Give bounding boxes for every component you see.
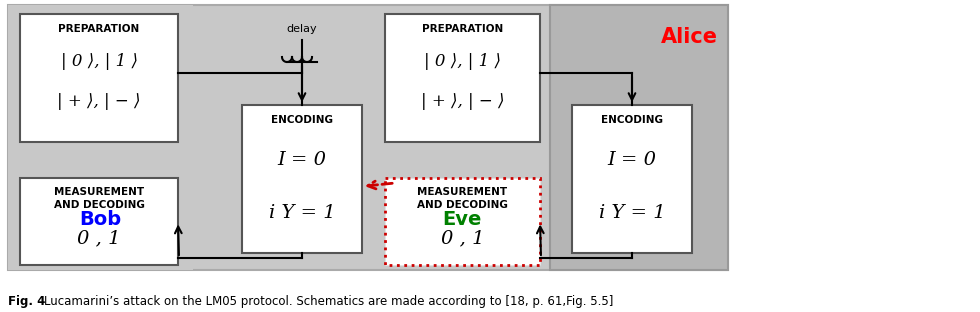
Bar	[385, 178, 540, 265]
Text: | 0 ⟩, | 1 ⟩: | 0 ⟩, | 1 ⟩	[61, 53, 137, 71]
Bar	[20, 178, 178, 265]
Bar	[8, 5, 193, 270]
Text: PREPARATION: PREPARATION	[59, 24, 139, 34]
Text: 0 , 1: 0 , 1	[441, 229, 484, 247]
Bar	[242, 105, 362, 253]
Text: AND DECODING: AND DECODING	[417, 200, 508, 210]
Text: ENCODING: ENCODING	[271, 115, 333, 125]
Text: Alice: Alice	[661, 27, 718, 47]
Bar	[8, 5, 728, 270]
Text: Lucamarini’s attack on the LM05 protocol. Schematics are made according to [18, : Lucamarini’s attack on the LM05 protocol…	[44, 295, 613, 308]
Text: | 0 ⟩, | 1 ⟩: | 0 ⟩, | 1 ⟩	[424, 53, 501, 71]
Text: | + ⟩, | − ⟩: | + ⟩, | − ⟩	[57, 94, 141, 110]
Text: 0 , 1: 0 , 1	[77, 229, 121, 247]
Text: Eve: Eve	[442, 210, 482, 229]
Text: I = 0: I = 0	[608, 151, 657, 169]
Text: MEASUREMENT: MEASUREMENT	[417, 187, 508, 197]
Text: delay: delay	[287, 24, 318, 34]
Text: i Y = 1: i Y = 1	[269, 204, 335, 222]
Text: PREPARATION: PREPARATION	[421, 24, 503, 34]
Text: | + ⟩, | − ⟩: | + ⟩, | − ⟩	[420, 94, 505, 110]
Text: I = 0: I = 0	[277, 151, 326, 169]
Text: Bob: Bob	[79, 210, 122, 229]
Bar	[20, 14, 178, 142]
Bar	[572, 105, 692, 253]
Text: Fig. 4: Fig. 4	[8, 295, 50, 308]
Text: AND DECODING: AND DECODING	[54, 200, 144, 210]
Text: i Y = 1: i Y = 1	[599, 204, 665, 222]
Text: MEASUREMENT: MEASUREMENT	[54, 187, 144, 197]
Bar	[385, 14, 540, 142]
Bar	[550, 5, 728, 270]
Text: ENCODING: ENCODING	[601, 115, 663, 125]
